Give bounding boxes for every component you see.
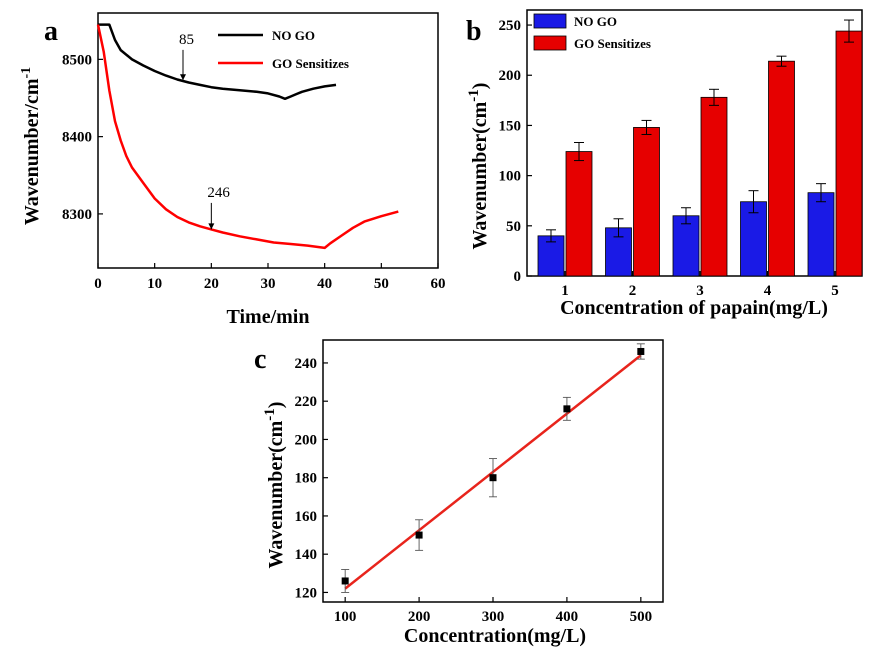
x-tick-label: 10 — [147, 276, 162, 292]
y-tick-label: 240 — [295, 356, 318, 372]
panel-a-letter: a — [44, 16, 58, 47]
bar-go — [565, 151, 593, 277]
x-tick-label: 5 — [831, 283, 839, 299]
annotation-arrowhead — [180, 74, 186, 81]
panel-a-frame — [97, 12, 439, 269]
y-tick-label: 0 — [514, 269, 522, 285]
y-tick-label: 50 — [506, 219, 521, 235]
legend-label-no-go: NO GO — [272, 28, 315, 43]
x-tick-label: 100 — [334, 609, 357, 625]
x-tick-label: 1 — [561, 283, 569, 299]
annotation-arrowhead — [208, 223, 215, 230]
x-tick-label: 30 — [261, 276, 276, 292]
y-tick-label: 220 — [295, 394, 318, 410]
bar-go — [700, 96, 728, 277]
x-tick-label: 2 — [629, 283, 637, 299]
bar-go — [768, 60, 795, 277]
y-tick-label: 180 — [295, 471, 318, 487]
x-tick-label: 3 — [696, 283, 704, 299]
panel-b-y-axis-title: Wavenumber(cm-1) — [466, 83, 491, 250]
data-point — [637, 347, 645, 355]
x-tick-label: 0 — [94, 276, 102, 292]
legend-label-no-go-b: NO GO — [574, 14, 617, 29]
data-point — [489, 474, 497, 482]
panel-b-y-axis-title-close: ) — [469, 83, 491, 90]
panel-b-y-axis-title-sup: -1 — [466, 89, 482, 102]
panel-a-line-chart: a 0 10 20 30 40 50 60 8300 8400 8500 85 246 NO GO… — [19, 12, 446, 328]
data-point — [415, 531, 423, 539]
panel-c-scatter-chart: c 100 200 300 400 500 120140160180200220240 … — [254, 339, 664, 647]
panel-b-legend: NO GO GO Sensitizes — [533, 13, 651, 51]
x-tick-label: 20 — [204, 276, 219, 292]
y-tick-label: 8400 — [62, 130, 92, 146]
bar-go — [835, 30, 863, 277]
data-point — [341, 577, 349, 585]
x-tick-label: 500 — [630, 609, 653, 625]
panel-c-y-axis-title-close: ) — [265, 402, 287, 409]
bar-no-go — [672, 215, 700, 277]
y-tick-label: 200 — [499, 68, 522, 84]
data-point — [563, 405, 571, 413]
panel-c-y-axis-title-text: Wavenumber(cm — [265, 420, 287, 568]
y-tick-label: 200 — [295, 432, 318, 448]
y-tick-label: 150 — [499, 118, 522, 134]
x-tick-label: 40 — [317, 276, 332, 292]
panel-a-x-axis-title: Time/min — [227, 306, 310, 328]
bar-no-go — [807, 192, 835, 277]
panel-c-y-axis-title: Wavenumber(cm-1) — [262, 402, 287, 569]
y-tick-label: 250 — [499, 18, 522, 34]
legend-swatch-go — [533, 35, 567, 51]
panel-b-y-axis-title-text: Wavenumber(cm — [469, 101, 491, 249]
panel-a-y-axis-title-sup: -1 — [19, 67, 34, 79]
x-tick-label: 4 — [764, 283, 772, 299]
x-tick-label: 300 — [482, 609, 505, 625]
panel-a-y-axis-title: Wavenumber/cm-1 — [19, 67, 43, 225]
y-tick-label: 160 — [295, 509, 318, 525]
series-line-no-go — [98, 23, 337, 101]
legend-label-go-b: GO Sensitizes — [574, 36, 651, 51]
y-tick-label: 100 — [499, 169, 522, 185]
panel-b-x-axis-title: Concentration of papain(mg/L) — [560, 297, 828, 319]
legend-label-go: GO Sensitizes — [272, 56, 349, 71]
legend-swatch-no-go — [533, 13, 567, 29]
bar-go — [633, 127, 660, 277]
x-tick-label: 400 — [556, 609, 579, 625]
y-tick-label: 140 — [295, 547, 318, 563]
panel-a-y-axis-title-text: Wavenumber/cm — [21, 78, 43, 225]
panel-b-letter: b — [466, 16, 482, 47]
y-tick-label: 8300 — [62, 207, 92, 223]
x-tick-label: 60 — [431, 276, 446, 292]
panel-b-bar-chart: b 1 2 3 4 5 0 50 100 150 200 250 NO GO GO Sensiti… — [466, 9, 863, 319]
annotation-label: 246 — [207, 185, 230, 201]
annotation-label: 85 — [179, 32, 194, 48]
panel-a-legend: NO GO GO Sensitizes — [218, 28, 349, 71]
y-tick-label: 8500 — [62, 52, 92, 68]
panel-c-y-axis-title-sup: -1 — [262, 408, 278, 421]
series-line-go — [96, 24, 399, 250]
bar-no-go — [537, 235, 565, 277]
panel-c-x-axis-title: Concentration(mg/L) — [404, 625, 586, 647]
x-tick-label: 50 — [374, 276, 389, 292]
x-tick-label: 200 — [408, 609, 431, 625]
panel-c-letter: c — [254, 344, 266, 375]
y-tick-label: 120 — [295, 585, 318, 601]
